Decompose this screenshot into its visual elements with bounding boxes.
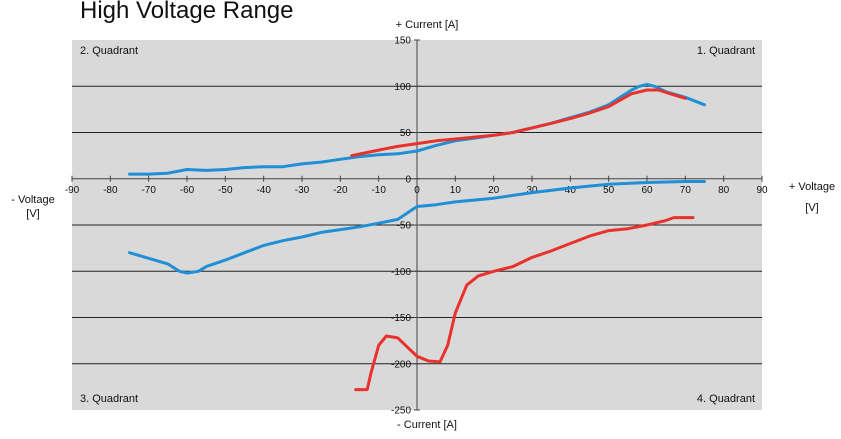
y-axis-label-positive: + Current [A] [396, 19, 459, 31]
y-tick-label: -200 [391, 359, 411, 370]
x-axis-unit-negative: [V] [26, 208, 39, 220]
x-tick-label: -50 [218, 185, 233, 196]
y-axis-label-negative: - Current [A] [397, 419, 457, 431]
x-tick-label: -70 [141, 185, 156, 196]
x-tick-label: -20 [333, 185, 348, 196]
y-tick-label: 150 [394, 36, 411, 47]
x-tick-label: 80 [718, 185, 730, 196]
x-tick-label: 40 [565, 185, 577, 196]
quadrant-2-label: 2. Quadrant [80, 45, 138, 57]
y-tick-label: 0 [405, 174, 411, 185]
y-tick-label: -250 [391, 406, 411, 417]
x-axis-label-positive: + Voltage [789, 181, 835, 193]
series-layer [128, 82, 706, 392]
x-tick-label: 0 [414, 185, 420, 196]
y-tick-label: -50 [397, 221, 412, 232]
x-axis-unit-positive: [V] [805, 202, 818, 214]
y-tick-label: -100 [391, 267, 411, 278]
x-tick-label: 50 [603, 185, 615, 196]
y-tick-label: 100 [394, 82, 411, 93]
quadrant-4-label: 4. Quadrant [697, 393, 755, 405]
x-tick-label: -30 [295, 185, 310, 196]
quadrant-3-label: 3. Quadrant [80, 393, 138, 405]
x-tick-label: 60 [641, 185, 653, 196]
x-axis-label-negative: - Voltage [11, 194, 54, 206]
y-tick-label: -150 [391, 313, 411, 324]
chart-title: High Voltage Range [80, 0, 294, 24]
y-tick-labels: 150 100 50 0 -50 -100 -150 -200 -250 [391, 36, 420, 417]
series-line-3-blue [128, 180, 706, 275]
series-line-1-blue [128, 82, 706, 176]
x-tick-label: 70 [680, 185, 692, 196]
x-tick-label: -80 [103, 185, 118, 196]
series-line-2-red [350, 88, 687, 158]
y-tick-label: 50 [400, 128, 412, 139]
series-line-4-red [354, 216, 695, 392]
x-tick-label: -40 [256, 185, 271, 196]
x-tick-label: 10 [450, 185, 462, 196]
x-tick-label: 90 [756, 185, 768, 196]
x-tick-labels: -90 -80 -70 -60 -50 -40 -30 -20 -10 0 10 20 30 40 50 60… [65, 175, 768, 196]
quadrant-1-label: 1. Quadrant [697, 45, 755, 57]
x-tick-label: 30 [526, 185, 538, 196]
x-tick-label: -90 [65, 185, 80, 196]
x-tick-label: -60 [180, 185, 195, 196]
x-tick-label: -10 [371, 185, 386, 196]
x-tick-label: 20 [488, 185, 500, 196]
